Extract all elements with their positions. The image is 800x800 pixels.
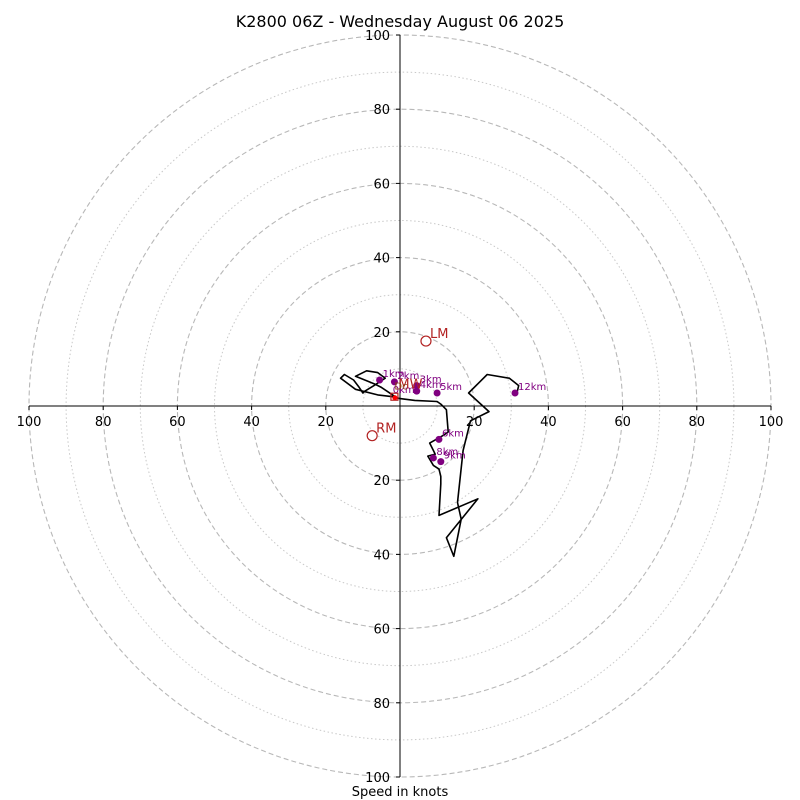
x-tick-label: 100 [17, 415, 42, 430]
y-tick-label: 40 [373, 252, 390, 267]
y-tick-label: 20 [373, 326, 390, 341]
y-tick-label: 40 [373, 548, 390, 563]
x-tick-label: 40 [243, 415, 260, 430]
x-tick-label: 60 [169, 415, 186, 430]
height-marker [390, 378, 398, 386]
x-tick-label: 20 [318, 415, 335, 430]
mean-wind-marker [390, 392, 399, 401]
x-tick-label: 20 [466, 415, 483, 430]
x-tick-label: 60 [614, 415, 631, 430]
y-tick-label: 80 [373, 697, 390, 712]
height-marker [437, 458, 445, 466]
chart-title: K2800 06Z - Wednesday August 06 2025 [236, 12, 565, 31]
y-tick-label: 80 [373, 103, 390, 118]
x-tick-label: 80 [689, 415, 706, 430]
height-marker [413, 387, 421, 395]
storm-motion-marker [366, 430, 378, 442]
hodograph-line [339, 369, 520, 558]
storm-motion-marker [420, 335, 432, 347]
height-marker [511, 389, 519, 397]
height-marker [429, 454, 437, 462]
y-tick-label: 60 [373, 177, 390, 192]
hodograph-trace [339, 369, 520, 558]
x-tick-label: 100 [759, 415, 784, 430]
height-marker-label: 1km [383, 369, 405, 380]
mean-wind-dot [392, 395, 398, 401]
height-marker-label: 4km [420, 380, 442, 391]
mean-wind-label: MW [398, 378, 422, 393]
tick-labels: 100 80 60 40 20 20 40 60 80 100 100 80 60 40 20 20 40 60 8… [17, 29, 784, 786]
storm-motion-label: LM [430, 327, 448, 342]
axes [29, 35, 771, 777]
origin-label: 0km [393, 385, 415, 396]
height-marker [433, 389, 441, 397]
x-axis-label: Speed in knots [352, 785, 449, 800]
y-tick-label: 20 [373, 474, 390, 489]
height-marker-label: 2km [397, 371, 419, 382]
height-marker-label: 8km [436, 447, 458, 458]
height-marker-label: 3km [420, 375, 442, 386]
x-tick-label: 80 [95, 415, 112, 430]
x-tick-label: 40 [540, 415, 557, 430]
height-marker-label: 12km [518, 382, 546, 393]
y-tick-label: 100 [365, 29, 390, 44]
height-marker [376, 376, 384, 384]
critical-angle-label: Dc [394, 381, 407, 392]
height-marker-label: 9km [444, 451, 466, 462]
height-marker [435, 435, 443, 443]
storm-motion-label: RM [376, 422, 396, 437]
height-marker-label: 6km [442, 428, 464, 439]
y-tick-label: 60 [373, 623, 390, 638]
y-tick-label: 100 [365, 771, 390, 786]
height-marker-label: 5km [440, 382, 462, 393]
height-marker [413, 382, 421, 390]
